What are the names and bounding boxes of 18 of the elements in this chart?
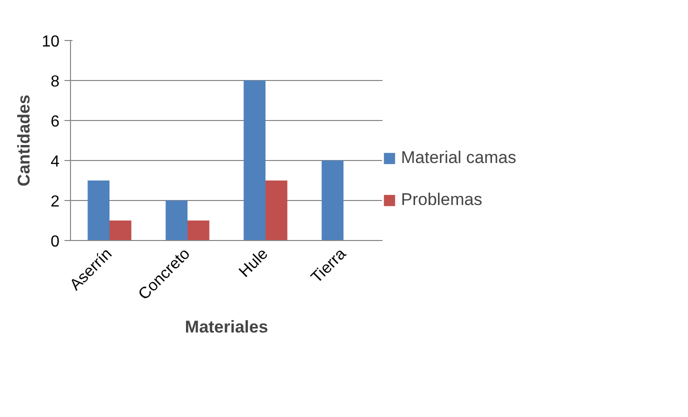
bar <box>322 160 344 240</box>
bar <box>110 220 132 240</box>
y-tick-label: 10 <box>42 34 60 50</box>
y-tick-label: 8 <box>50 74 60 90</box>
y-tick-label: 0 <box>50 234 60 250</box>
legend-label: Problemas <box>401 190 482 210</box>
bar <box>266 180 288 240</box>
y-tick-label: 6 <box>50 114 60 130</box>
bar <box>166 200 188 240</box>
bar <box>244 80 266 240</box>
y-axis-title: Cantidades <box>14 94 34 186</box>
y-tick-label: 2 <box>50 194 60 210</box>
x-tick-label: Hule <box>236 245 272 281</box>
bar <box>188 220 210 240</box>
x-axis-title: Materiales <box>184 317 268 336</box>
legend-label: Material camas <box>401 148 516 168</box>
y-tick-label: 4 <box>50 154 60 170</box>
bar <box>88 180 110 240</box>
